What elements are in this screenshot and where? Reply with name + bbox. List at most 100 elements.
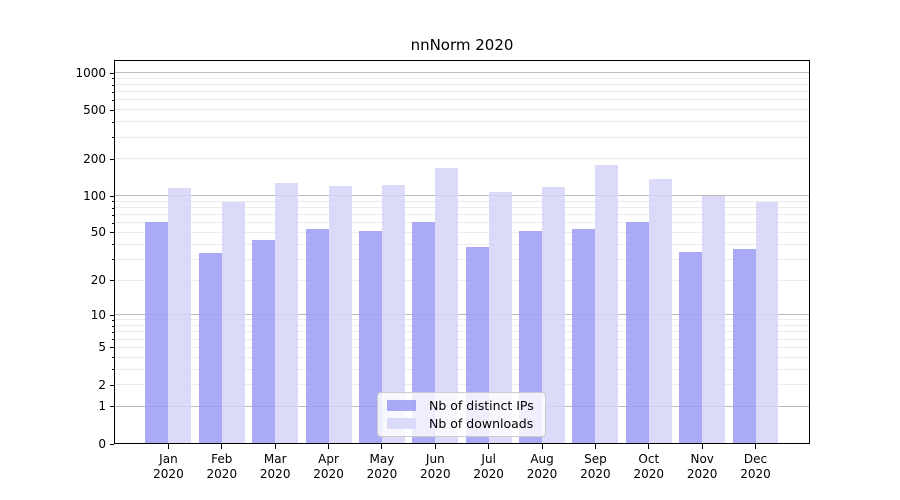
bar-distinct-ips-jun — [412, 222, 436, 444]
y-minor-tick-6 — [111, 339, 114, 340]
x-tick-aug — [541, 444, 543, 449]
gridline-minor-200 — [114, 158, 810, 160]
y-tick-label-100: 100 — [83, 188, 106, 203]
x-tick-jul — [488, 444, 490, 449]
y-minor-tick-30 — [111, 259, 114, 261]
y-tick-500 — [109, 109, 114, 111]
y-minor-tick-900 — [111, 78, 114, 80]
gridline-minor-2 — [114, 384, 810, 386]
y-minor-tick-600 — [111, 99, 114, 101]
bar-downloads-dec — [755, 201, 779, 444]
y-tick-20 — [109, 280, 114, 282]
gridline-minor-700 — [114, 91, 810, 93]
y-tick-1000 — [109, 72, 114, 74]
x-tick-feb — [221, 444, 223, 449]
bar-distinct-ips-sep — [572, 228, 596, 444]
bar-distinct-ips-mar — [252, 239, 276, 444]
x-tick-sep — [594, 444, 596, 449]
y-minor-tick-7 — [111, 331, 114, 333]
gridline-minor-800 — [114, 84, 810, 86]
y-tick-label-1: 1 — [98, 399, 106, 414]
y-minor-tick-800 — [111, 84, 114, 86]
x-tick-dec — [755, 444, 757, 449]
legend-label-downloads: Nb of downloads — [429, 416, 534, 431]
y-tick-label-2: 2 — [98, 377, 106, 392]
bar-distinct-ips-dec — [732, 248, 756, 444]
gridline-minor-5 — [114, 346, 810, 348]
y-minor-tick-70 — [111, 214, 114, 216]
bar-downloads-may — [381, 185, 405, 444]
x-tick-label-feb: Feb 2020 — [206, 452, 238, 481]
y-tick-10 — [109, 314, 114, 316]
x-tick-may — [381, 444, 383, 449]
x-tick-mar — [274, 444, 276, 449]
gridline-minor-900 — [114, 77, 810, 79]
gridline-minor-600 — [114, 99, 810, 101]
gridline-minor-80 — [114, 207, 810, 209]
bar-downloads-apr — [328, 186, 352, 444]
gridline-major-10 — [114, 314, 810, 316]
y-tick-label-5: 5 — [98, 340, 106, 355]
bar-downloads-nov — [702, 195, 726, 444]
x-tick-label-jun: Jun 2020 — [420, 452, 451, 481]
legend-item-distinct-ips: Nb of distinct IPs — [387, 398, 534, 413]
gridline-minor-60 — [114, 222, 810, 224]
bar-downloads-feb — [221, 201, 245, 444]
gridline-minor-20 — [114, 279, 810, 281]
y-tick-200 — [109, 158, 114, 160]
y-tick-1 — [109, 406, 114, 408]
bar-distinct-ips-oct — [625, 222, 649, 444]
gridline-minor-90 — [114, 200, 810, 202]
gridline-major-1000 — [114, 72, 810, 74]
y-tick-label-500: 500 — [83, 102, 106, 117]
y-minor-tick-300 — [111, 137, 114, 139]
gridline-minor-500 — [114, 109, 810, 111]
x-tick-label-jan: Jan 2020 — [153, 452, 184, 481]
y-tick-label-20: 20 — [90, 273, 106, 288]
x-tick-label-nov: Nov 2020 — [686, 452, 718, 481]
y-tick-label-1000: 1000 — [75, 65, 106, 80]
gridline-minor-6 — [114, 338, 810, 340]
bar-distinct-ips-nov — [679, 251, 703, 444]
x-tick-jan — [167, 444, 169, 449]
bar-downloads-sep — [595, 164, 619, 444]
x-tick-nov — [701, 444, 703, 449]
y-tick-label-0: 0 — [98, 436, 106, 451]
y-tick-100 — [109, 195, 114, 197]
bar-distinct-ips-feb — [198, 253, 222, 444]
y-tick-0 — [109, 443, 114, 445]
bars-layer — [114, 60, 810, 444]
y-minor-tick-80 — [111, 207, 114, 209]
bar-downloads-jul — [488, 191, 512, 444]
gridline-major-100 — [114, 195, 810, 197]
y-tick-2 — [109, 384, 114, 386]
x-tick-label-dec: Dec 2020 — [740, 452, 771, 481]
y-minor-tick-3 — [111, 369, 114, 371]
y-tick-label-200: 200 — [83, 151, 106, 166]
x-tick-label-jul: Jul 2020 — [473, 452, 504, 481]
gridlines-layer — [114, 60, 810, 444]
x-tick-oct — [648, 444, 650, 449]
y-tick-label-50: 50 — [90, 225, 106, 240]
x-tick-label-may: May 2020 — [366, 452, 398, 481]
bar-downloads-jan — [168, 187, 192, 444]
y-minor-tick-700 — [111, 91, 114, 93]
legend-swatch-distinct-ips — [387, 400, 416, 411]
bar-downloads-mar — [275, 183, 299, 444]
x-tick-apr — [328, 444, 330, 449]
x-tick-label-aug: Aug 2020 — [526, 452, 558, 481]
bar-downloads-jun — [435, 167, 459, 444]
bar-downloads-aug — [542, 186, 565, 444]
bar-downloads-oct — [648, 179, 672, 444]
y-minor-tick-8 — [111, 325, 114, 327]
x-tick-label-mar: Mar 2020 — [259, 452, 291, 481]
y-tick-5 — [109, 347, 114, 349]
x-tick-label-apr: Apr 2020 — [313, 452, 344, 481]
gridline-minor-30 — [114, 258, 810, 260]
x-tick-jun — [434, 444, 436, 449]
y-minor-tick-60 — [111, 222, 114, 224]
bar-distinct-ips-may — [358, 230, 382, 444]
gridline-minor-300 — [114, 136, 810, 138]
gridline-minor-3 — [114, 368, 810, 370]
legend-swatch-downloads — [387, 418, 416, 429]
